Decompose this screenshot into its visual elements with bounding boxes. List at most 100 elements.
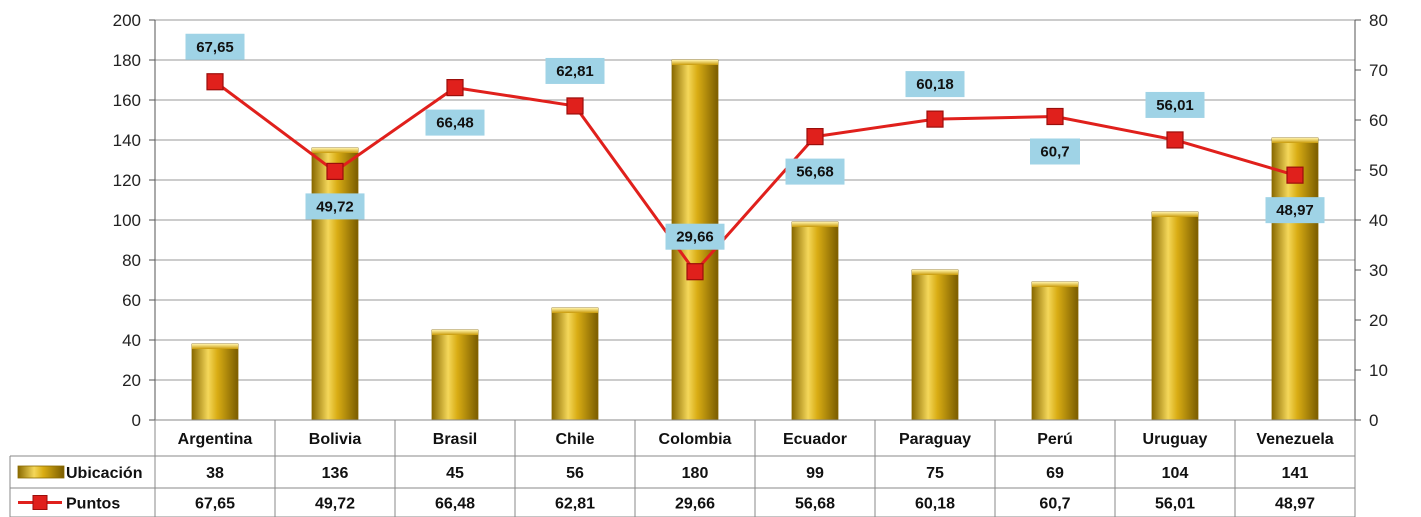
- bar: [791, 221, 839, 421]
- category-label: Argentina: [178, 431, 253, 448]
- category-label: Colombia: [659, 431, 732, 448]
- table-cell-ubicacion: 136: [322, 465, 349, 482]
- bar: [431, 329, 479, 421]
- y-left-tick-label: 100: [113, 211, 141, 230]
- bar-top: [552, 308, 598, 313]
- data-label: 66,48: [436, 115, 474, 132]
- legend-marker-puntos: [32, 495, 48, 510]
- y-right-tick-label: 0: [1369, 411, 1378, 430]
- data-table: Argentina Bolivia Brasil Chile Colombia Ecuad…: [9, 419, 1356, 517]
- data-label: 60,7: [1040, 144, 1069, 161]
- bar-top: [1272, 138, 1318, 143]
- data-label-box: [305, 193, 365, 220]
- table-cell-ubicacion: 56: [566, 465, 584, 482]
- puntos-marker: [1166, 131, 1184, 149]
- category-label: Brasil: [433, 431, 477, 448]
- table-cell-puntos: 62,81: [555, 496, 595, 513]
- data-label-box: [1265, 197, 1325, 224]
- y-right-tick-label: 10: [1369, 361, 1388, 380]
- bar-top: [312, 148, 358, 153]
- y-left-tick-label: 180: [113, 51, 141, 70]
- data-label: 62,81: [556, 63, 594, 80]
- data-label-box: [1030, 138, 1080, 165]
- table-cell-puntos: 60,18: [915, 496, 955, 513]
- y-right-tick-label: 20: [1369, 311, 1388, 330]
- table-cell-ubicacion: 104: [1162, 465, 1189, 482]
- puntos-marker: [1286, 166, 1304, 184]
- y-left-tick-label: 0: [132, 411, 141, 430]
- bar: [1271, 137, 1319, 421]
- bar-top: [192, 344, 238, 349]
- data-label-box: [425, 109, 485, 136]
- data-label-box: [545, 57, 605, 84]
- data-label-box: [785, 158, 845, 185]
- legend-label-puntos: Puntos: [66, 496, 120, 513]
- y-right-tick-label: 50: [1369, 161, 1388, 180]
- puntos-marker: [206, 73, 224, 91]
- table-cell-puntos: 67,65: [195, 496, 235, 513]
- y-right-tick-label: 60: [1369, 111, 1388, 130]
- y-left-tick-label: 140: [113, 131, 141, 150]
- legend-swatch-ubicacion: [17, 465, 65, 479]
- puntos-marker: [686, 263, 704, 281]
- y-left-tick-label: 160: [113, 91, 141, 110]
- category-label: Ecuador: [783, 431, 847, 448]
- table-cell-puntos: 49,72: [315, 496, 355, 513]
- bar-top: [1152, 212, 1198, 217]
- table-cell-puntos: 56,01: [1155, 496, 1195, 513]
- category-label: Uruguay: [1143, 431, 1208, 448]
- bar: [911, 269, 959, 421]
- data-label: 29,66: [676, 229, 714, 246]
- table-cell-ubicacion: 45: [446, 465, 464, 482]
- bar: [1151, 211, 1199, 421]
- data-label-box: [665, 223, 725, 250]
- y-left-tick-label: 20: [122, 371, 141, 390]
- table-cell-puntos: 66,48: [435, 496, 475, 513]
- puntos-marker: [326, 162, 344, 180]
- puntos-marker: [566, 97, 584, 115]
- data-label: 56,01: [1156, 97, 1194, 114]
- data-label-box: [1145, 91, 1205, 118]
- y-right-tick-label: 80: [1369, 11, 1388, 30]
- category-label: Venezuela: [1256, 431, 1333, 448]
- bar: [191, 343, 239, 421]
- puntos-marker: [1046, 107, 1064, 126]
- data-label: 49,72: [316, 198, 354, 215]
- axes: 0 20 40 60 80 100 120 140 160 180 200 0 10 20 30 40 50 60…: [113, 11, 1388, 430]
- bar-top: [1032, 282, 1078, 287]
- table-cell-ubicacion: 141: [1282, 465, 1309, 482]
- table-cell-puntos: 56,68: [795, 496, 835, 513]
- category-label: Perú: [1037, 431, 1073, 448]
- table-cell-ubicacion: 180: [682, 465, 709, 482]
- table-cell-ubicacion: 38: [206, 465, 224, 482]
- bar: [551, 307, 599, 421]
- puntos-marker: [446, 78, 464, 97]
- puntos-marker: [806, 128, 824, 146]
- y-left-tick-label: 60: [122, 291, 141, 310]
- bar-top: [672, 60, 718, 65]
- table-cell-ubicacion: 69: [1046, 465, 1064, 482]
- legend-label-ubicacion: Ubicación: [66, 465, 142, 482]
- data-label: 67,65: [196, 39, 234, 56]
- data-label-box: [905, 71, 965, 98]
- puntos-line: [214, 80, 1296, 274]
- y-right-tick-label: 70: [1369, 61, 1388, 80]
- y-right-tick-label: 30: [1369, 261, 1388, 280]
- bar-top: [792, 222, 838, 227]
- y-left-tick-label: 120: [113, 171, 141, 190]
- table-cell-puntos: 29,66: [675, 496, 715, 513]
- table-cell-puntos: 60,7: [1039, 496, 1070, 513]
- data-label-box: [185, 33, 245, 60]
- y-left-tick-label: 40: [122, 331, 141, 350]
- puntos-marker: [926, 110, 944, 128]
- table-cell-ubicacion: 99: [806, 465, 824, 482]
- y-right-tick-label: 40: [1369, 211, 1388, 230]
- data-label: 56,68: [796, 164, 834, 181]
- data-label: 48,97: [1276, 202, 1314, 219]
- table-cell-ubicacion: 75: [926, 465, 944, 482]
- y-left-tick-label: 80: [122, 251, 141, 270]
- table-cell-puntos: 48,97: [1275, 496, 1315, 513]
- bar-top: [432, 330, 478, 335]
